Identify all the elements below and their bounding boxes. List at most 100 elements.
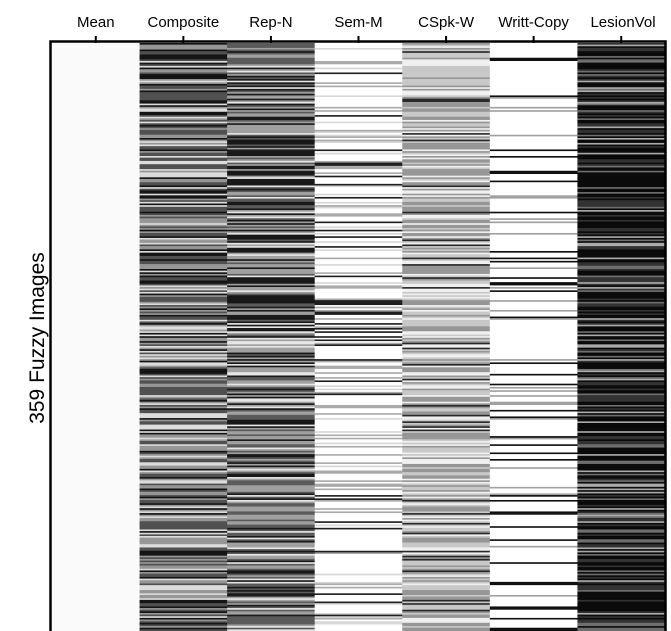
heatmap-cell — [314, 295, 403, 298]
heatmap-cell — [52, 477, 140, 480]
heatmap-cell — [314, 314, 403, 317]
heatmap-cell — [402, 273, 491, 276]
heatmap-cell — [227, 113, 316, 116]
heatmap-cell — [489, 151, 578, 154]
heatmap-cell — [227, 282, 316, 285]
heatmap-cell — [577, 594, 666, 597]
heatmap-cell — [489, 339, 578, 342]
heatmap-cell — [314, 323, 403, 326]
heatmap-cell — [489, 536, 578, 538]
heatmap-cell — [227, 480, 316, 483]
heatmap-cell — [314, 386, 403, 389]
heatmap-cell — [52, 454, 140, 457]
heatmap-cell — [577, 141, 666, 144]
heatmap-cell — [139, 319, 228, 322]
heatmap-cell — [577, 400, 666, 403]
heatmap-cell — [402, 141, 491, 144]
heatmap-cell — [314, 44, 403, 47]
heatmap-cell — [52, 221, 140, 224]
heatmap-cell — [489, 270, 578, 273]
heatmap-cell — [52, 224, 140, 227]
heatmap-cell — [489, 119, 578, 122]
heatmap-cell — [577, 403, 666, 406]
heatmap-cell — [314, 218, 403, 221]
heatmap-cell — [577, 319, 666, 322]
heatmap-cell — [314, 375, 403, 378]
heatmap-cell — [489, 594, 578, 597]
heatmap-cell — [52, 465, 140, 468]
heatmap-cell — [577, 604, 666, 607]
heatmap-cell — [314, 192, 403, 195]
heatmap-cell — [52, 455, 140, 458]
heatmap-cell — [139, 503, 228, 506]
heatmap-cell — [314, 604, 403, 607]
heatmap-cell — [227, 612, 316, 615]
heatmap-cell — [577, 46, 666, 49]
heatmap-cell — [489, 249, 578, 252]
heatmap-cell — [139, 275, 228, 278]
heatmap-cell — [489, 190, 578, 193]
heatmap-cell — [52, 313, 140, 316]
heatmap-cell — [577, 391, 666, 394]
heatmap-cell — [402, 95, 491, 98]
heatmap-cell — [314, 169, 403, 172]
heatmap-cell — [489, 473, 578, 476]
heatmap-cell — [227, 462, 316, 465]
heatmap-cell — [52, 499, 140, 502]
heatmap-cell — [52, 357, 140, 360]
heatmap-cell — [489, 563, 578, 566]
heatmap-cell — [52, 408, 140, 411]
heatmap-cell — [489, 427, 578, 430]
heatmap-cell — [314, 488, 403, 491]
heatmap-cell — [577, 488, 666, 491]
heatmap-cell — [314, 147, 403, 150]
heatmap-cell — [52, 252, 140, 255]
heatmap-cell — [402, 526, 491, 529]
heatmap-cell — [52, 480, 140, 483]
heatmap-cell — [577, 98, 666, 101]
heatmap-cell — [52, 232, 140, 235]
heatmap-cell — [489, 246, 578, 249]
heatmap-cell — [489, 396, 578, 399]
heatmap-cell — [52, 83, 140, 86]
heatmap-cell — [489, 418, 578, 421]
heatmap-cell — [139, 519, 228, 522]
heatmap-cell — [227, 472, 316, 475]
heatmap-cell — [577, 229, 666, 232]
heatmap-cell — [227, 311, 316, 314]
heatmap-cell — [139, 164, 228, 167]
heatmap-cell — [402, 213, 491, 216]
heatmap-cell — [139, 432, 228, 435]
heatmap-cell — [139, 532, 228, 535]
heatmap-cell — [52, 65, 140, 68]
heatmap-cell — [402, 496, 491, 499]
heatmap-cell — [52, 108, 140, 111]
heatmap-cell — [52, 251, 140, 253]
heatmap-cell — [489, 591, 578, 594]
heatmap-cell — [52, 365, 140, 368]
heatmap-cell — [227, 514, 316, 517]
heatmap-cell — [489, 414, 578, 417]
heatmap-cell — [314, 621, 403, 624]
heatmap-cell — [52, 133, 140, 136]
heatmap-cell — [227, 486, 316, 489]
heatmap-cell — [314, 167, 403, 170]
heatmap-cell — [52, 342, 140, 345]
heatmap-cell — [577, 167, 666, 170]
heatmap-cell — [577, 570, 666, 573]
heatmap-cell — [402, 372, 491, 375]
column-label: LesionVol — [590, 14, 655, 31]
heatmap-cell — [402, 308, 491, 311]
heatmap-cell — [577, 188, 666, 191]
heatmap-cell — [577, 123, 666, 126]
heatmap-cell — [52, 336, 140, 339]
heatmap-cell — [402, 277, 491, 280]
heatmap-cell — [227, 601, 316, 604]
heatmap-cell — [227, 557, 316, 560]
heatmap-cell — [139, 332, 228, 335]
heatmap-cell — [52, 437, 140, 440]
heatmap-cell — [52, 67, 140, 70]
heatmap-cell — [489, 210, 578, 213]
heatmap-cell — [52, 269, 140, 272]
heatmap-cell — [402, 570, 491, 573]
